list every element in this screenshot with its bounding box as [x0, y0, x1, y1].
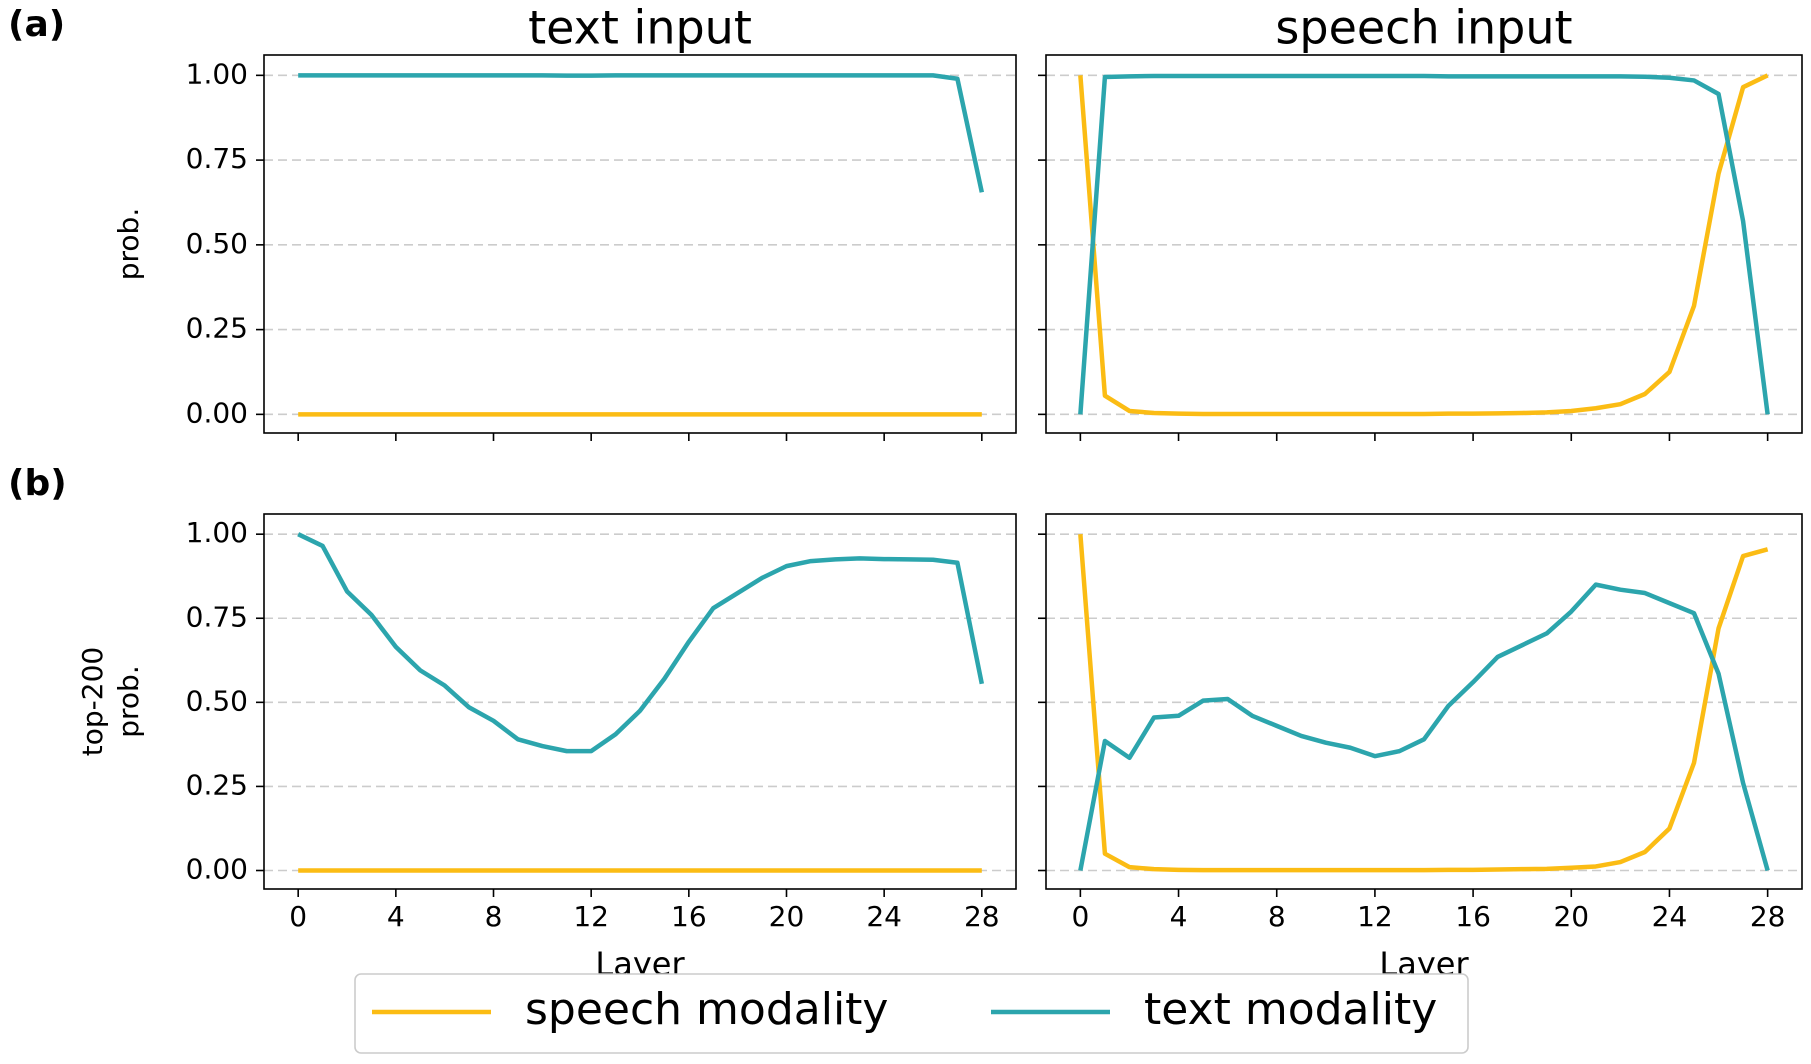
- data-line: [297, 532, 985, 754]
- x-tick-label: 4: [1170, 900, 1188, 933]
- x-tick-label: 24: [866, 900, 902, 933]
- y-tick-label: 0.25: [186, 768, 248, 801]
- axes-frame: [263, 54, 1017, 434]
- y-axis-label: top-200: [76, 647, 109, 756]
- legend-label: speech modality: [525, 984, 888, 1035]
- legend-label: text modality: [1144, 984, 1437, 1035]
- x-tick-label: 16: [1455, 900, 1491, 933]
- x-tick-label: 12: [573, 900, 609, 933]
- y-tick-label: 0.75: [186, 142, 248, 175]
- x-tick-label: 8: [1268, 900, 1286, 933]
- x-tick-label: 24: [1652, 900, 1688, 933]
- axes-frame: [1045, 513, 1803, 890]
- x-tick-label: 16: [671, 900, 707, 933]
- x-tick-label: 20: [769, 900, 805, 933]
- x-tick-label: 0: [289, 900, 307, 933]
- y-axis-label: prob.: [112, 665, 145, 737]
- x-tick-label: 8: [485, 900, 503, 933]
- data-line: [298, 73, 985, 193]
- axes-frame: [1045, 54, 1803, 434]
- x-tick-label: 20: [1553, 900, 1589, 933]
- panel-label: (a): [8, 4, 65, 45]
- x-tick-label: 4: [387, 900, 405, 933]
- x-tick-label: 0: [1071, 900, 1089, 933]
- data-line: [1078, 73, 1770, 415]
- subplot-title: speech input: [1275, 1, 1572, 55]
- data-line: [1078, 73, 1769, 417]
- data-line: [1078, 534, 1769, 873]
- y-axis-label: prob.: [112, 208, 145, 280]
- subplot-title: text input: [528, 1, 752, 55]
- y-tick-label: 0.00: [186, 853, 248, 886]
- y-tick-label: 0.75: [186, 600, 248, 633]
- panel-label: (b): [8, 463, 67, 504]
- x-tick-label: 12: [1357, 900, 1393, 933]
- axes-frame: [263, 513, 1017, 890]
- y-tick-label: 0.50: [186, 684, 248, 717]
- x-tick-label: 28: [1750, 900, 1786, 933]
- data-line: [1078, 582, 1770, 872]
- y-tick-label: 1.00: [186, 57, 248, 90]
- y-tick-label: 0.50: [186, 227, 248, 260]
- legend-box: [354, 973, 1469, 1054]
- x-tick-label: 28: [964, 900, 1000, 933]
- y-tick-label: 0.00: [186, 396, 248, 429]
- y-tick-label: 0.25: [186, 312, 248, 345]
- y-tick-label: 1.00: [186, 516, 248, 549]
